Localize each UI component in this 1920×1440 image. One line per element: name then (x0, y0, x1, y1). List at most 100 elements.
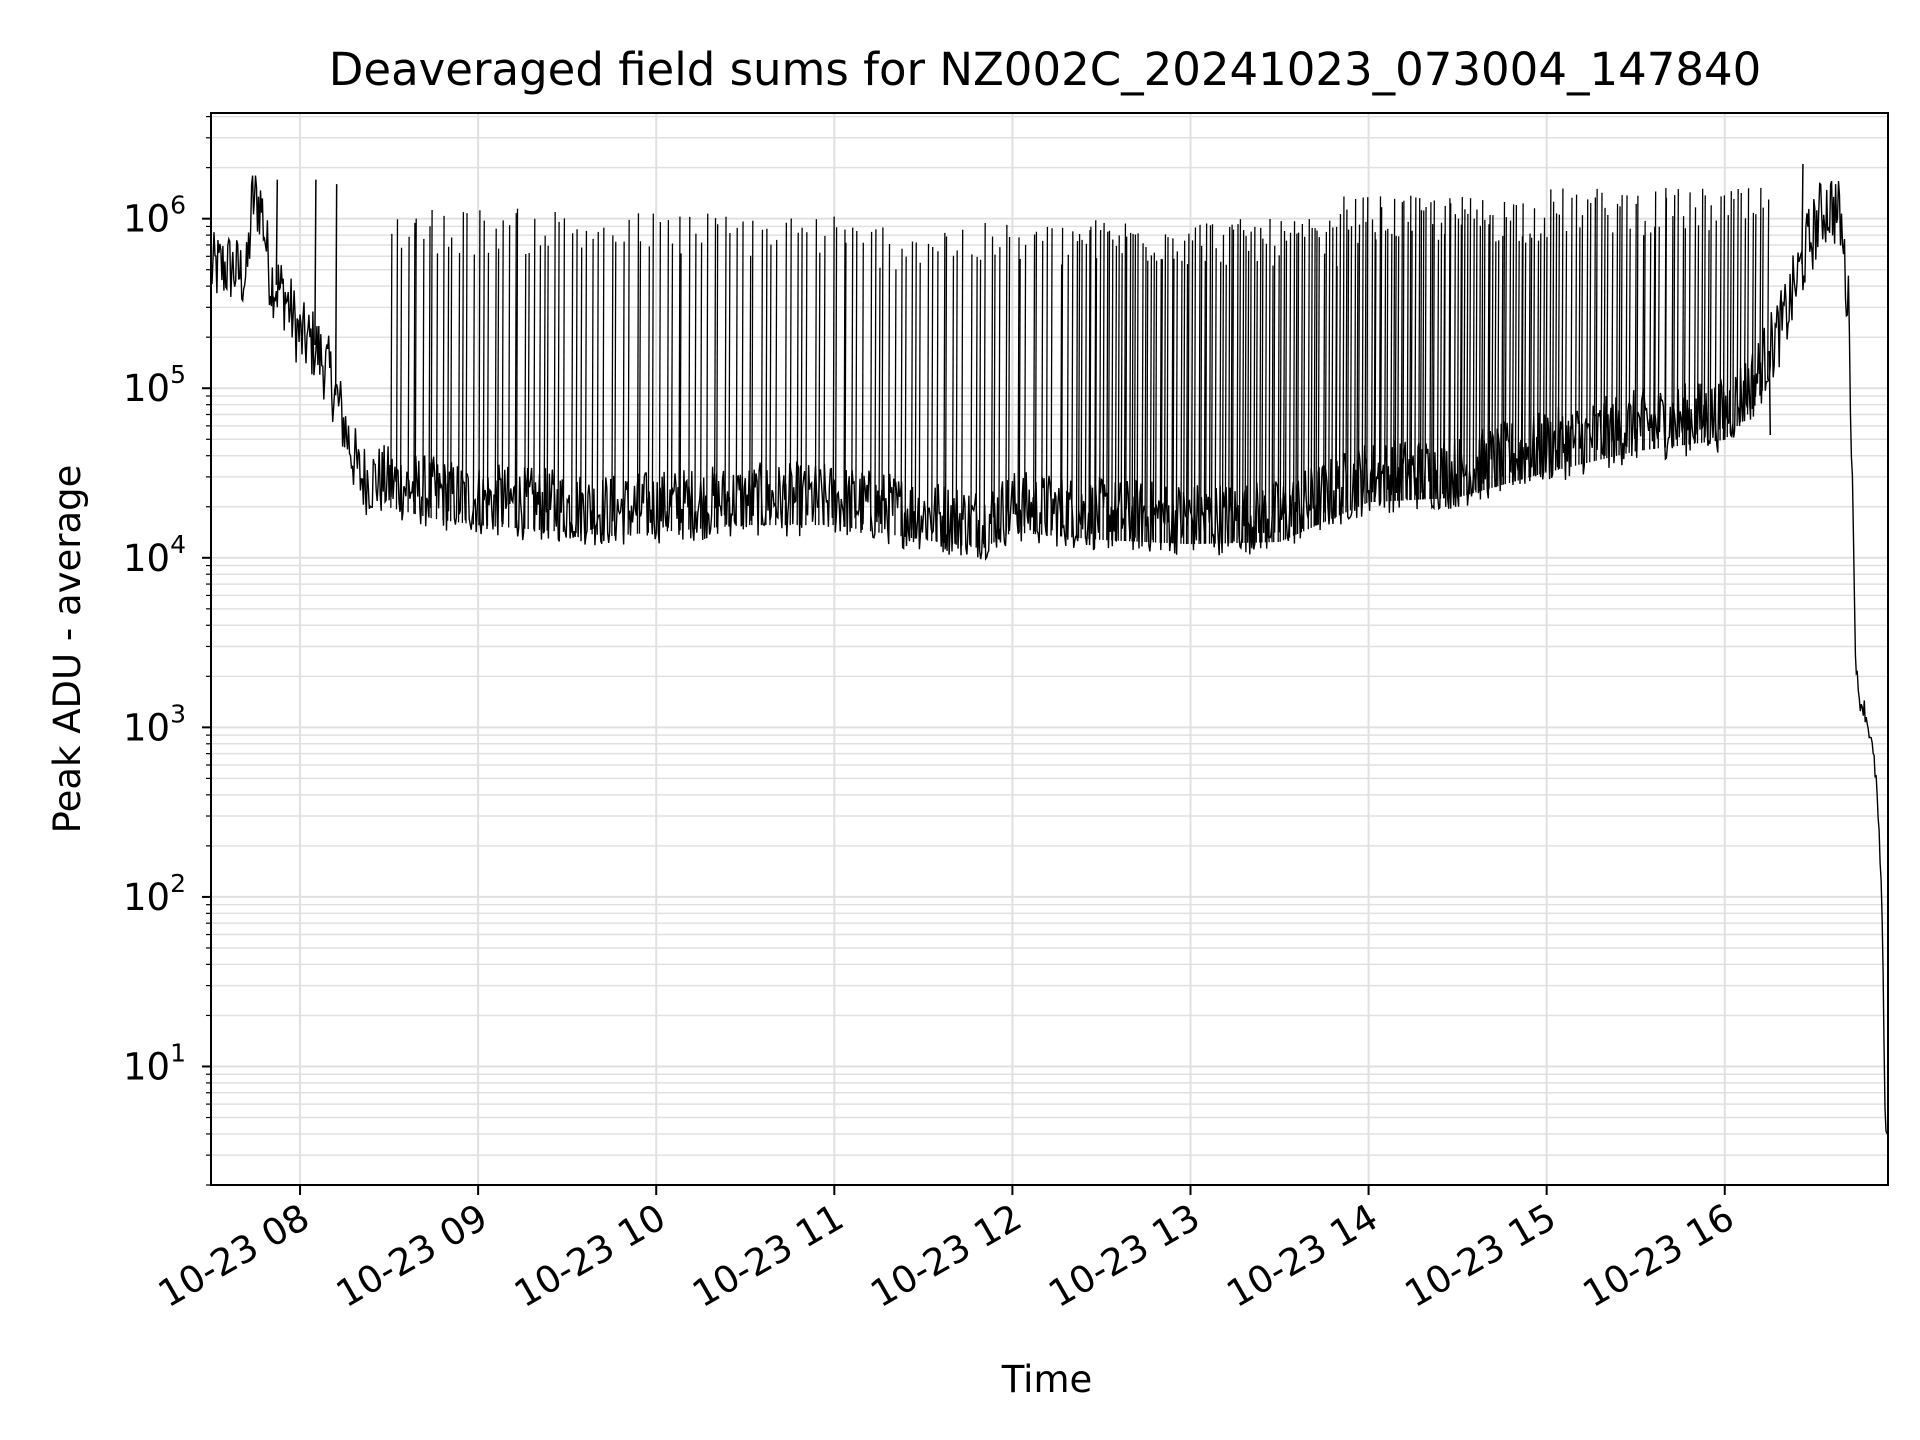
spike (1394, 235, 1397, 501)
spike (936, 251, 939, 542)
spike (775, 239, 778, 526)
spike (1277, 255, 1280, 543)
spike (1136, 233, 1139, 542)
spike (1448, 198, 1451, 499)
spike (1722, 195, 1726, 441)
spike (1497, 240, 1500, 487)
spike (1094, 220, 1097, 540)
spike (1468, 198, 1472, 495)
spike (1508, 220, 1512, 483)
spike (1615, 203, 1619, 456)
spike (1204, 223, 1208, 544)
spike (1080, 239, 1083, 539)
spike (993, 254, 996, 543)
spike (713, 218, 717, 528)
y-tick-exponent: 6 (170, 191, 186, 220)
spike (931, 246, 934, 542)
spike (1414, 197, 1417, 500)
spike (390, 233, 393, 508)
spike (1743, 218, 1747, 418)
spike (1397, 236, 1400, 501)
spike (1768, 350, 1772, 436)
spike (1545, 237, 1548, 473)
spike (1060, 227, 1064, 537)
y-tick-exponent: 3 (170, 699, 186, 728)
spike (1214, 248, 1217, 544)
spike (694, 233, 697, 530)
spike (1228, 227, 1231, 544)
spike (1114, 245, 1118, 541)
spike (1754, 214, 1757, 406)
spike (1303, 236, 1306, 532)
spike (562, 218, 566, 532)
spike (575, 229, 578, 533)
spike (1292, 221, 1296, 536)
spike (395, 219, 399, 510)
y-tick-exponent: 4 (170, 530, 186, 559)
spike (1166, 237, 1169, 544)
spike (1200, 245, 1203, 544)
spike (1345, 209, 1348, 513)
spike (1231, 229, 1235, 544)
spike (1739, 193, 1742, 423)
spike (1409, 195, 1412, 501)
spike (983, 222, 986, 548)
spike (1589, 202, 1592, 463)
series-layer (210, 164, 1889, 1135)
spike (678, 216, 681, 531)
spike (735, 227, 738, 526)
spike (1432, 200, 1435, 499)
spike (1154, 260, 1158, 543)
spike (1719, 196, 1722, 441)
spike (749, 255, 752, 526)
spike (1102, 223, 1105, 541)
spike (1238, 219, 1242, 543)
spike (1402, 200, 1405, 501)
spike (1123, 223, 1127, 542)
spike (1255, 260, 1258, 543)
spike (314, 179, 317, 345)
spike (869, 231, 873, 532)
spike (1244, 235, 1247, 543)
spike (666, 220, 670, 532)
spike (1475, 209, 1478, 493)
spike (1487, 224, 1490, 490)
spike (1618, 206, 1621, 456)
spike (1732, 199, 1735, 431)
spike (943, 232, 946, 543)
spike (1106, 231, 1109, 541)
spike (1419, 210, 1423, 500)
spike (414, 218, 417, 515)
spike (1514, 204, 1518, 482)
spike (1688, 192, 1691, 445)
spike (832, 216, 835, 526)
spike (1098, 229, 1102, 540)
spike (1400, 202, 1403, 501)
spike (1175, 251, 1178, 544)
y-axis-label: Peak ADU - average (46, 465, 89, 834)
spike (1187, 233, 1190, 545)
y-tick-base: 10 (123, 706, 170, 749)
spike (647, 246, 650, 533)
spike (751, 220, 754, 526)
spike (1045, 226, 1049, 536)
spike (1378, 196, 1382, 502)
spike (918, 262, 921, 540)
spike (1551, 201, 1555, 472)
spike (961, 229, 964, 546)
spike (1751, 212, 1755, 409)
spike (571, 233, 574, 533)
spike (861, 242, 864, 530)
spike (1018, 259, 1021, 533)
spike (910, 241, 914, 538)
spike (706, 213, 709, 529)
spike (538, 245, 542, 530)
spike (1159, 258, 1162, 543)
spike (1611, 232, 1614, 457)
spike (515, 208, 519, 529)
spike (1642, 235, 1645, 451)
spike (1364, 221, 1367, 504)
spike (1478, 225, 1482, 492)
spike (1501, 235, 1504, 486)
spike (1709, 205, 1712, 442)
